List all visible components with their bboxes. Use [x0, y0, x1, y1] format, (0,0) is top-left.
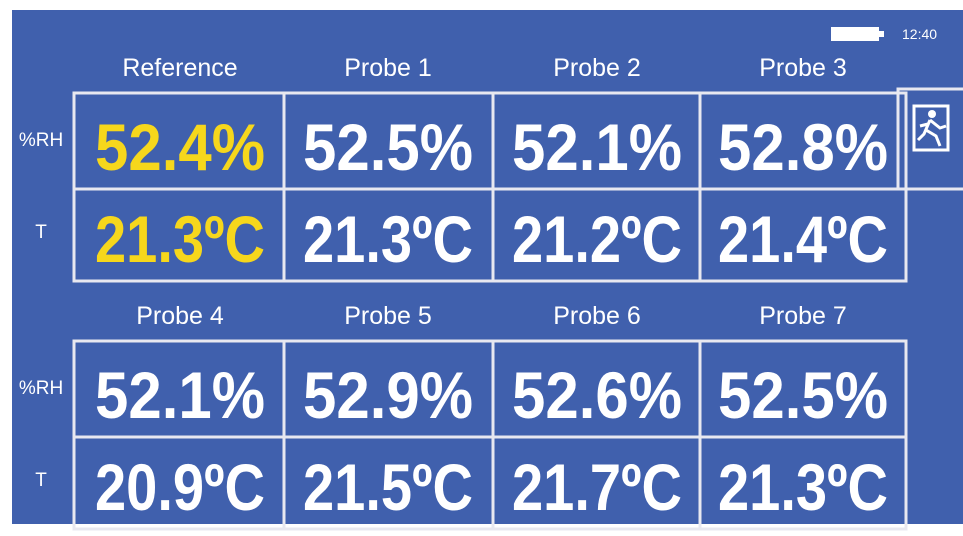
- row-label: %RH: [19, 130, 63, 151]
- reading: 21.3ºC: [718, 450, 888, 524]
- row-label: T: [35, 222, 47, 243]
- reading: 52.8%: [718, 110, 888, 184]
- reading: 21.2ºC: [512, 202, 682, 276]
- column-header: Probe 1: [344, 54, 432, 82]
- row-label: %RH: [19, 378, 63, 399]
- reading: 52.9%: [303, 358, 473, 432]
- reading: 52.5%: [718, 358, 888, 432]
- column-header: Probe 2: [553, 54, 641, 82]
- reading: 52.5%: [303, 110, 473, 184]
- reading: 21.4ºC: [718, 202, 888, 276]
- clock: 12:40: [902, 26, 937, 42]
- reading: 52.1%: [512, 110, 682, 184]
- column-header: Probe 6: [553, 302, 641, 330]
- column-header: Probe 4: [136, 302, 224, 330]
- column-header: Probe 3: [759, 54, 847, 82]
- reading: 21.3ºC: [303, 202, 473, 276]
- table-frame: [72, 91, 908, 283]
- reading: 20.9ºC: [95, 450, 265, 524]
- row-label: T: [35, 470, 47, 491]
- column-header: Reference: [122, 54, 237, 82]
- reading: 52.6%: [512, 358, 682, 432]
- reading: 21.5ºC: [303, 450, 473, 524]
- table-frame: [72, 339, 908, 531]
- exit-button[interactable]: [896, 87, 963, 191]
- reading: 21.3ºC: [95, 202, 265, 276]
- battery-icon: [831, 27, 884, 41]
- reading: 21.7ºC: [512, 450, 682, 524]
- reading: 52.1%: [95, 358, 265, 432]
- reading: 52.4%: [95, 110, 265, 184]
- column-header: Probe 5: [344, 302, 432, 330]
- column-header: Probe 7: [759, 302, 847, 330]
